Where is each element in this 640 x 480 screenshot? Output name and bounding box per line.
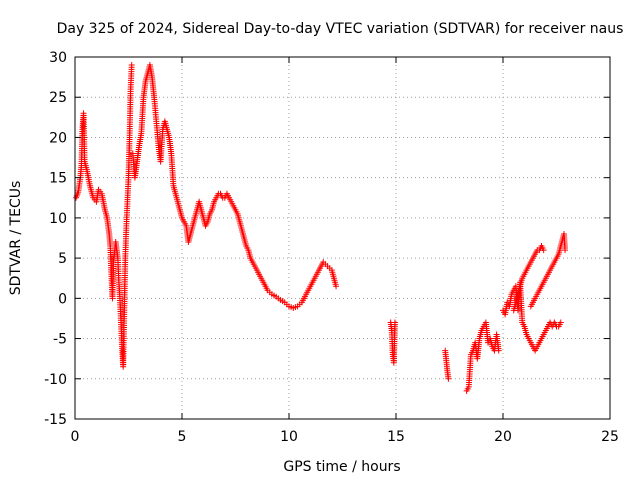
x-axis-label: GPS time / hours <box>283 459 400 475</box>
y-tick-label: -5 <box>53 332 67 348</box>
data-points <box>73 62 569 394</box>
x-tick-label: 0 <box>71 429 80 445</box>
plot-frame <box>74 56 611 420</box>
data-point <box>128 62 135 69</box>
y-tick-label: 30 <box>49 50 67 66</box>
y-tick-label: 5 <box>58 251 67 267</box>
x-tick-label: 5 <box>178 429 187 445</box>
y-tick-label: 25 <box>49 90 67 106</box>
y-tick-labels: -15 -10 -5 0 5 10 15 20 25 30 <box>44 50 67 428</box>
axis-ticks <box>74 56 611 420</box>
chart-title: Day 325 of 2024, Sidereal Day-to-day VTE… <box>57 21 624 37</box>
data-point <box>540 247 547 254</box>
x-tick-label: 15 <box>387 429 405 445</box>
data-point <box>495 347 502 354</box>
y-tick-label: -10 <box>44 372 67 388</box>
data-point <box>562 247 569 254</box>
grid <box>75 57 610 419</box>
y-tick-label: 10 <box>49 211 67 227</box>
y-tick-label: 20 <box>49 130 67 146</box>
x-tick-label: 10 <box>280 429 298 445</box>
data-point <box>333 283 340 290</box>
y-tick-label: 0 <box>58 291 67 307</box>
x-tick-labels: 0 5 10 15 20 25 <box>71 429 619 445</box>
data-point <box>557 319 564 326</box>
y-tick-label: -15 <box>44 412 67 428</box>
y-axis-label: SDTVAR / TECUs <box>8 181 24 296</box>
data-point <box>445 375 452 382</box>
y-tick-label: 15 <box>49 171 67 187</box>
data-point <box>391 319 398 326</box>
x-tick-label: 20 <box>494 429 512 445</box>
x-tick-label: 25 <box>601 429 619 445</box>
